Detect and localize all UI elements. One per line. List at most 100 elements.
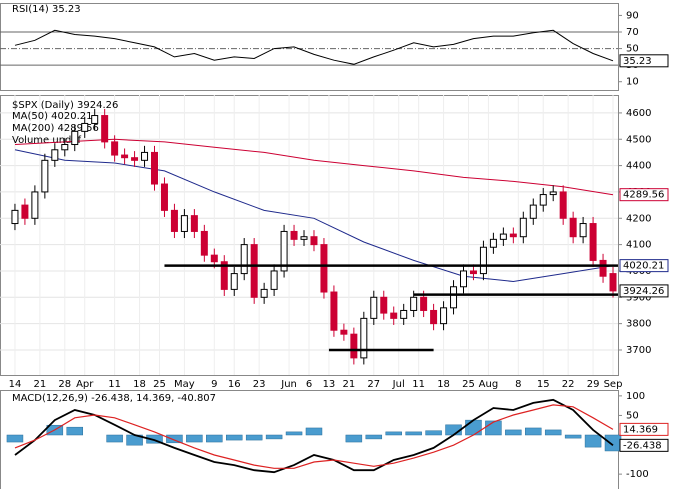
candle-body: [81, 122, 89, 132]
y-tick-label: -100: [626, 469, 649, 480]
candle-body: [61, 144, 69, 151]
candle-body: [340, 329, 348, 335]
candle-body: [519, 217, 527, 238]
histogram-bar: [385, 431, 402, 436]
histogram-bar: [505, 429, 522, 436]
histogram-bar: [345, 434, 363, 443]
candle-body: [121, 154, 129, 159]
x-tick-label: 11: [412, 379, 425, 390]
candle-body: [509, 233, 517, 238]
candle-body: [549, 191, 557, 196]
x-tick-label: 22: [562, 379, 575, 390]
value-label: 35.23: [623, 56, 652, 67]
y-tick-label: 50: [626, 44, 639, 55]
histogram-bar: [265, 434, 283, 440]
value-box: [619, 54, 669, 68]
x-tick-label: 9: [211, 379, 217, 390]
y-tick-label: 90: [626, 10, 639, 21]
x-tick-label: 28: [58, 379, 71, 390]
candle-body: [31, 191, 39, 219]
y-tick-label: 10: [626, 77, 639, 88]
value-label: -26.438: [623, 440, 662, 451]
x-tick-label: Aug: [479, 379, 499, 390]
x-tick-label: 16: [228, 379, 241, 390]
candle-body: [190, 215, 198, 232]
volume-legend: Volume undef: [12, 135, 82, 146]
x-tick-label: 18: [133, 379, 146, 390]
histogram-bar: [285, 431, 303, 436]
value-box: [619, 188, 669, 202]
candle-body: [230, 273, 238, 290]
ma50-legend: MA(50) 4020.21: [12, 111, 93, 122]
histogram-bar: [6, 434, 24, 443]
x-tick-label: 6: [306, 379, 312, 390]
histogram-bar: [146, 434, 163, 444]
y-tick-label: 100: [626, 391, 645, 402]
candle-body: [290, 230, 298, 240]
value-box: [619, 259, 669, 273]
x-tick-label: 21: [34, 379, 47, 390]
candle-body: [370, 296, 378, 319]
candle-body: [141, 151, 149, 161]
x-tick-label: 13: [323, 379, 336, 390]
y-tick-label: 70: [626, 27, 639, 38]
ma200-legend: MA(200) 4289.56: [12, 123, 99, 134]
y-tick-label: 50: [626, 410, 639, 421]
panel-frame: [0, 3, 619, 91]
value-label: 3924.26: [623, 286, 664, 297]
macd-line: [14, 398, 614, 474]
candle-body: [489, 238, 497, 248]
value-label: 4289.56: [623, 190, 664, 201]
candle-body: [380, 296, 388, 314]
y-tick-label: 4400: [626, 161, 651, 172]
candle-body: [589, 223, 597, 261]
candle-body: [71, 130, 79, 146]
candle-body: [350, 333, 358, 359]
candle-body: [240, 244, 248, 275]
candle-body: [609, 273, 617, 292]
candle-body: [51, 149, 59, 161]
candle-body: [390, 312, 398, 319]
candle-body: [479, 246, 487, 275]
candle-body: [220, 261, 228, 290]
y-tick-label: 3700: [626, 345, 651, 356]
candle-body: [440, 307, 448, 325]
candle-body: [460, 270, 467, 288]
x-tick-label: 14: [9, 379, 22, 390]
moving-average: [14, 149, 614, 283]
y-tick-label: 4600: [626, 108, 651, 119]
y-tick-label: 3900: [626, 292, 651, 303]
x-tick-label: 11: [108, 379, 121, 390]
histogram-bar: [425, 430, 442, 436]
x-tick-label: Apr: [76, 379, 94, 390]
candle-body: [101, 115, 109, 143]
y-tick-label: 3800: [626, 319, 651, 330]
candle-body: [310, 236, 318, 246]
candle-body: [180, 215, 188, 232]
candle-body: [450, 286, 458, 309]
candle-body: [160, 183, 168, 211]
x-tick-label: May: [174, 379, 195, 390]
histogram-bar: [584, 434, 602, 448]
histogram-bar: [604, 434, 622, 452]
candle-body: [430, 309, 438, 325]
candle-body: [21, 204, 29, 219]
candle-body: [499, 233, 507, 240]
rsi-line: [14, 29, 614, 65]
macd-legend: MACD(12,26,9) -26.438, 14.369, -40.807: [12, 393, 216, 404]
x-tick-label: 18: [437, 379, 450, 390]
candle-body: [270, 270, 278, 290]
histogram-bar: [465, 419, 482, 436]
x-tick-label: 15: [537, 379, 550, 390]
y-tick-label: 4500: [626, 134, 651, 145]
histogram-bar: [544, 429, 562, 436]
value-box: [619, 284, 669, 298]
rsi-legend: RSI(14) 35.23: [12, 4, 81, 15]
macd-line: [14, 404, 614, 469]
candle-body: [420, 296, 428, 311]
x-tick-label: 23: [253, 379, 266, 390]
x-tick-label: Sep: [604, 379, 623, 390]
candle-body: [539, 194, 547, 206]
histogram-bar: [525, 427, 542, 436]
